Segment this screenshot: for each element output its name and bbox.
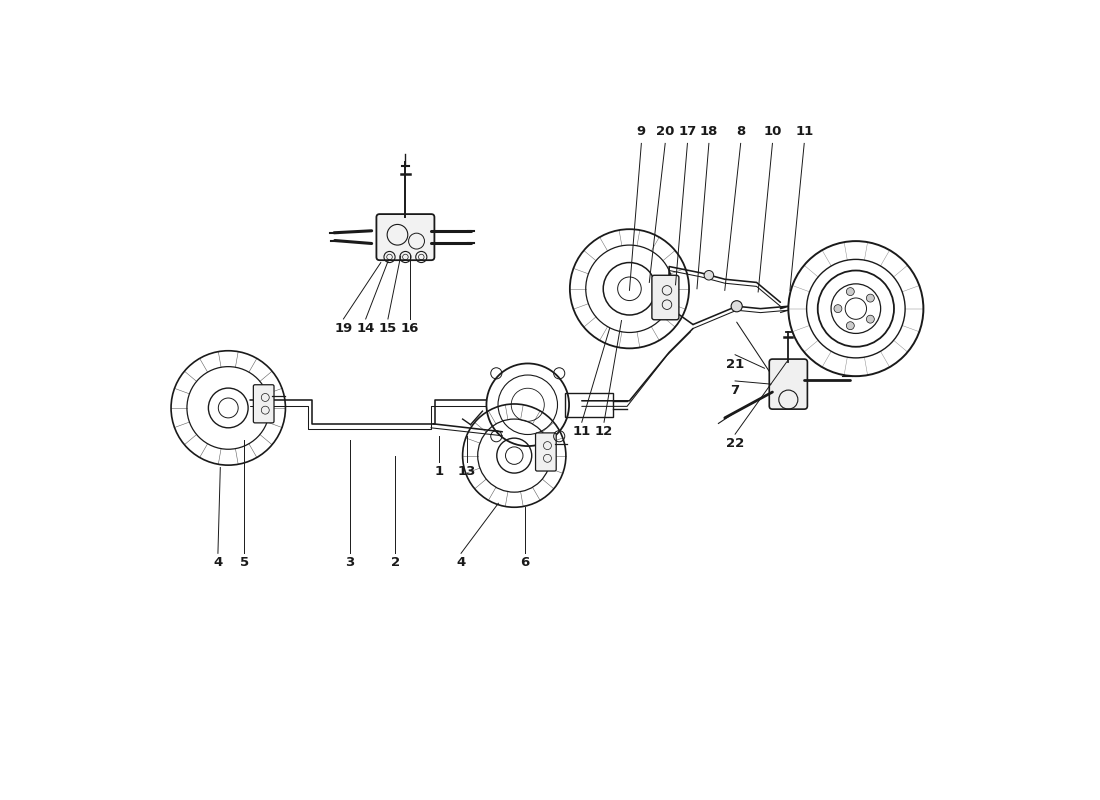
Circle shape bbox=[704, 270, 714, 280]
Text: 4: 4 bbox=[213, 556, 222, 570]
Text: 17: 17 bbox=[679, 125, 696, 138]
FancyBboxPatch shape bbox=[376, 214, 435, 260]
Text: 9: 9 bbox=[637, 125, 646, 138]
Text: 14: 14 bbox=[356, 322, 375, 335]
Text: 12: 12 bbox=[595, 426, 613, 438]
FancyBboxPatch shape bbox=[652, 275, 679, 320]
Text: 3: 3 bbox=[345, 556, 354, 570]
FancyBboxPatch shape bbox=[536, 433, 557, 471]
Text: 19: 19 bbox=[334, 322, 353, 335]
Text: 7: 7 bbox=[730, 384, 739, 397]
Text: 20: 20 bbox=[656, 125, 674, 138]
Text: 4: 4 bbox=[456, 556, 465, 570]
Circle shape bbox=[867, 294, 875, 302]
Text: 21: 21 bbox=[726, 358, 745, 370]
Text: 6: 6 bbox=[520, 556, 529, 570]
Text: 2: 2 bbox=[390, 556, 399, 570]
Bar bbox=[565, 393, 613, 417]
Text: 15: 15 bbox=[378, 322, 397, 335]
Circle shape bbox=[867, 315, 875, 323]
Text: 10: 10 bbox=[763, 125, 782, 138]
Text: 1: 1 bbox=[434, 465, 443, 478]
Text: 18: 18 bbox=[700, 125, 718, 138]
Circle shape bbox=[846, 288, 855, 295]
Text: 11: 11 bbox=[573, 426, 591, 438]
Text: 22: 22 bbox=[726, 437, 745, 450]
FancyBboxPatch shape bbox=[253, 385, 274, 423]
FancyBboxPatch shape bbox=[769, 359, 807, 409]
Text: 5: 5 bbox=[240, 556, 249, 570]
Text: 11: 11 bbox=[795, 125, 813, 138]
Text: 8: 8 bbox=[736, 125, 746, 138]
Text: 16: 16 bbox=[402, 322, 419, 335]
Text: 13: 13 bbox=[458, 465, 476, 478]
Circle shape bbox=[732, 301, 742, 312]
Circle shape bbox=[834, 305, 842, 313]
Circle shape bbox=[846, 322, 855, 330]
